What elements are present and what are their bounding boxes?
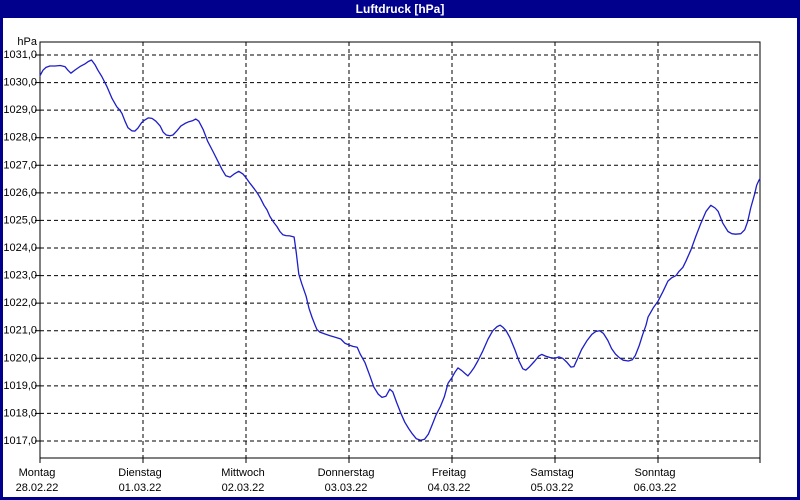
x-date-label: 28.02.22 bbox=[16, 482, 59, 494]
x-day-label: Freitag bbox=[432, 467, 466, 479]
x-date-label: 03.03.22 bbox=[325, 482, 368, 494]
y-tick-label: 1028,0 bbox=[3, 132, 37, 144]
y-tick-label: 1024,0 bbox=[3, 242, 37, 254]
x-day-label: Dienstag bbox=[118, 467, 161, 479]
y-tick-label: 1025,0 bbox=[3, 214, 37, 226]
y-tick-label: 1023,0 bbox=[3, 270, 37, 282]
x-day-label: Sonntag bbox=[635, 467, 676, 479]
y-tick-label: 1017,0 bbox=[3, 435, 37, 447]
x-date-label: 01.03.22 bbox=[119, 482, 162, 494]
chart-area-background bbox=[3, 18, 797, 497]
y-tick-label: 1021,0 bbox=[3, 325, 37, 337]
y-tick-label: 1027,0 bbox=[3, 159, 37, 171]
y-axis-unit-label: hPa bbox=[17, 36, 37, 48]
x-date-label: 02.03.22 bbox=[222, 482, 265, 494]
x-date-label: 04.03.22 bbox=[428, 482, 471, 494]
y-tick-label: 1031,0 bbox=[3, 49, 37, 61]
x-date-label: 05.03.22 bbox=[531, 482, 574, 494]
y-tick-label: 1030,0 bbox=[3, 77, 37, 89]
x-date-label: 06.03.22 bbox=[634, 482, 677, 494]
x-day-label: Mittwoch bbox=[221, 467, 264, 479]
window-title: Luftdruck [hPa] bbox=[355, 2, 445, 16]
y-tick-label: 1018,0 bbox=[3, 407, 37, 419]
x-day-label: Samstag bbox=[530, 467, 573, 479]
window-titlebar: Luftdruck [hPa] bbox=[0, 0, 800, 18]
y-tick-label: 1022,0 bbox=[3, 297, 37, 309]
pressure-curve bbox=[39, 59, 761, 441]
plot-frame bbox=[39, 41, 761, 459]
x-day-label: Donnerstag bbox=[318, 467, 375, 479]
y-tick-label: 1026,0 bbox=[3, 187, 37, 199]
y-tick-label: 1020,0 bbox=[3, 352, 37, 364]
y-tick-label: 1019,0 bbox=[3, 380, 37, 392]
x-day-label: Montag bbox=[19, 467, 56, 479]
y-tick-label: 1029,0 bbox=[3, 104, 37, 116]
